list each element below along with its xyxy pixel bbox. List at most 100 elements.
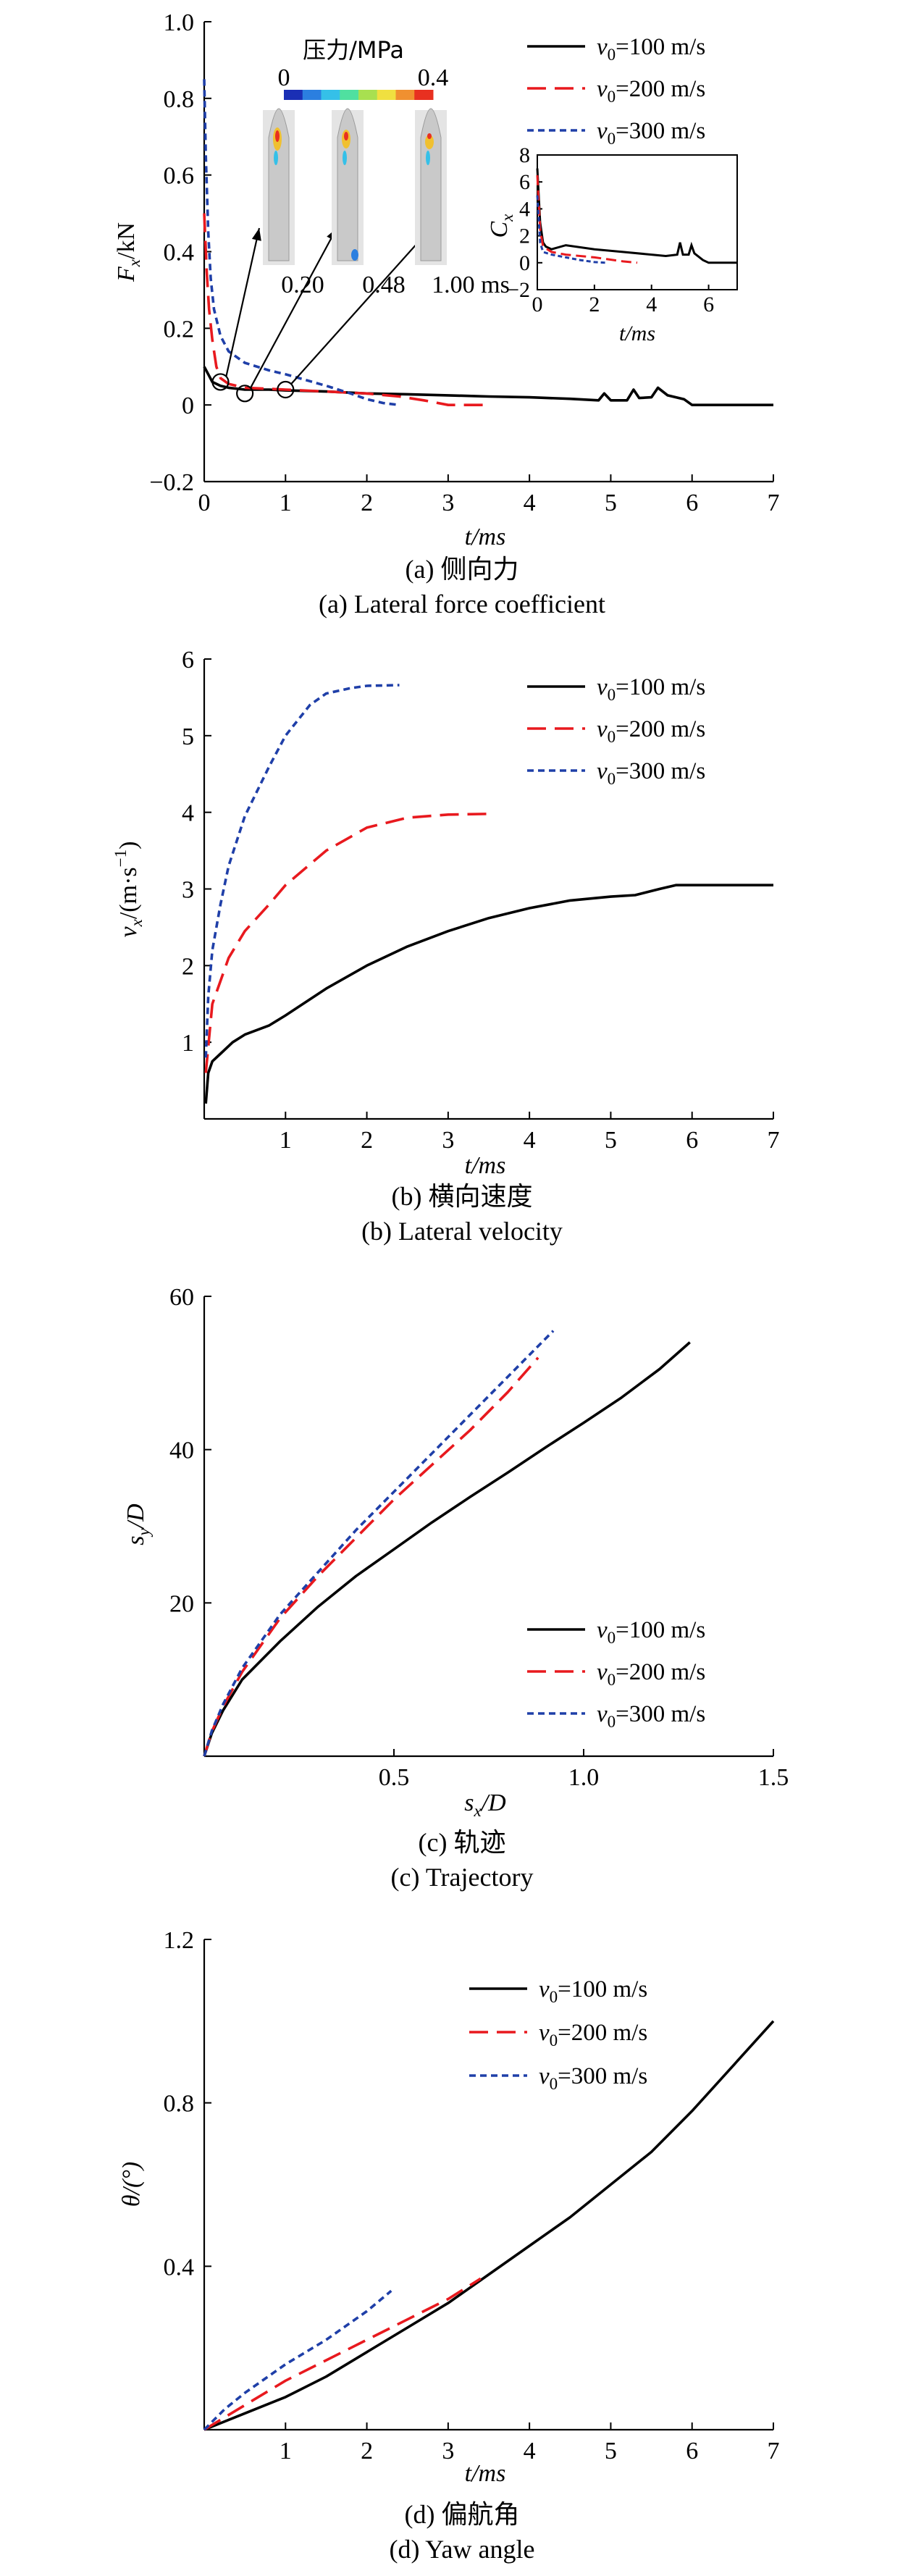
x-tick-label: 5 — [605, 1127, 617, 1154]
y-axis-title-part: /D — [122, 1503, 149, 1530]
y-axis-title-part: y — [135, 1527, 153, 1537]
y-tick-label: 0.8 — [164, 86, 195, 113]
panel-b: 1 2 3 4 5 6 7 1 2 3 4 5 6 t/ms vx/(m·s−1) v0=100 m/s v0=… — [0, 637, 924, 1275]
legend-var: v — [539, 1976, 550, 2002]
y-tick-label: −0.2 — [149, 469, 194, 496]
pressure-low — [426, 151, 430, 165]
series-group — [203, 1330, 691, 1757]
legend-var: v — [597, 674, 608, 700]
projectile-image-1 — [332, 108, 364, 265]
legend-rest: =200 m/s — [616, 1659, 705, 1685]
legend-rest: =300 m/s — [616, 758, 705, 784]
legend-rest: =200 m/s — [616, 716, 705, 742]
caption-d-en: (d) Yaw angle — [389, 2535, 535, 2564]
y-axis-title-part: F — [113, 266, 140, 282]
legend-sub: 0 — [550, 1988, 558, 2006]
legend-rest: =300 m/s — [616, 118, 705, 144]
series-line-0 — [203, 366, 773, 407]
legend-entry-0: v0=100 m/s — [597, 674, 705, 704]
callout-label-0: 0.20 — [281, 272, 324, 298]
caption-c-cn: (c) 轨迹 — [418, 1828, 506, 1857]
legend-entry-2: v0=300 m/s — [597, 118, 705, 148]
y-axis-title-part: x — [125, 259, 143, 267]
time-marker-2 — [277, 380, 295, 399]
x-tick-label: 1.5 — [758, 1764, 789, 1791]
legend-entry-1: v0=200 m/s — [597, 1659, 705, 1689]
series-group — [203, 79, 773, 407]
inset-y-tick-label: −2 — [507, 278, 530, 302]
inset-y-title: Cx — [486, 214, 516, 238]
inset-series-0 — [536, 168, 737, 264]
y-axis-title: sy/D — [122, 1503, 153, 1545]
colorbar-swatch-0 — [284, 90, 303, 100]
x-axis-title-part: /D — [480, 1790, 506, 1816]
panel-a: 0 1 2 3 4 5 6 7 −0.2 0 0.2 0.4 0.6 0.8 1.0 t/ms Fx/kN v0=… — [0, 0, 924, 637]
x-tick-label: 6 — [686, 2438, 698, 2464]
colorbar-min: 0 — [278, 64, 290, 91]
legend-rest: =100 m/s — [558, 1976, 647, 2002]
series-line-1 — [203, 1356, 539, 1757]
chart-d: 1 2 3 4 5 6 70.40.81.2t/msθ/(°)v0=100 m/sv0=20… — [118, 1927, 780, 2487]
x-axis-title: t/ms — [465, 1152, 506, 1179]
legend-var: v — [539, 2020, 550, 2046]
inset-y-tick-label: 6 — [519, 170, 530, 194]
x-tick-label: 2 — [361, 2438, 373, 2464]
colorbar-swatch-7 — [414, 90, 434, 100]
colorbar-swatch-5 — [377, 90, 396, 100]
series-line-0 — [204, 884, 773, 1104]
legend-var: v — [597, 1659, 608, 1685]
legend-sub: 0 — [608, 130, 616, 148]
legend-sub: 0 — [550, 2031, 558, 2050]
callout-arrow-0 — [225, 227, 261, 377]
legend-entry-1: v0=200 m/s — [597, 76, 705, 106]
colorbar-swatch-3 — [340, 90, 359, 100]
x-axis-title: t/ms — [465, 2460, 506, 2487]
y-tick-label: 0.6 — [164, 163, 195, 190]
y-tick-label: 40 — [169, 1438, 194, 1464]
y-axis-title: vx/(m·s−1) — [112, 842, 146, 938]
y-tick-label: 0.4 — [164, 2254, 195, 2281]
legend-sub: 0 — [608, 686, 616, 704]
legend-entry-1: v0=200 m/s — [597, 716, 705, 746]
x-tick-label: 1 — [280, 2438, 292, 2464]
y-axis-title-part: −1 — [112, 849, 130, 867]
colorbar-max: 0.4 — [418, 64, 449, 91]
y-tick-label: 2 — [182, 953, 194, 980]
pressure-peak — [427, 133, 432, 139]
series-group — [204, 684, 773, 1104]
x-axis-title: sx/D — [464, 1790, 506, 1820]
y-axis-title-part: x — [127, 918, 146, 927]
legend-sub: 0 — [608, 1629, 616, 1647]
legend-var: v — [597, 1701, 608, 1727]
legend-sub: 0 — [608, 88, 616, 106]
x-tick-label: 0.5 — [379, 1764, 410, 1791]
legend-rest: =200 m/s — [558, 2020, 647, 2046]
projectile-image-2 — [415, 108, 447, 265]
inset-series-2 — [536, 195, 606, 264]
inset-y-tick-label: 4 — [519, 197, 530, 221]
series-line-0 — [203, 2020, 775, 2431]
legend-sub: 0 — [608, 728, 616, 746]
panel-d: 1 2 3 4 5 6 7 0.4 0.8 1.2 t/ms θ/(°) v0=100 m/s v0=20… — [0, 1912, 924, 2576]
y-axis-title-part: /(m·s — [115, 867, 142, 919]
legend-var: v — [597, 1617, 608, 1643]
inset-y-title-part: C — [486, 221, 513, 238]
caption-b-cn: (b) 横向速度 — [391, 1182, 533, 1211]
caption-b-en: (b) Lateral velocity — [361, 1217, 563, 1246]
legend-var: v — [539, 2063, 550, 2089]
wake-spot — [351, 249, 358, 261]
inset-x-tick-label: 2 — [589, 293, 600, 316]
y-axis-title: Fx/kN — [113, 222, 143, 282]
legend-var: v — [597, 34, 608, 60]
y-tick-label: 60 — [169, 1284, 194, 1311]
series-line-2 — [203, 1330, 555, 1757]
inset-x-tick-label: 4 — [646, 293, 657, 316]
projectile-image-0 — [263, 108, 295, 265]
series-line-0 — [203, 1341, 691, 1757]
y-tick-label: 0.2 — [164, 316, 195, 343]
y-tick-label: 1.0 — [164, 9, 195, 36]
chart-a: 0 1 2 3 4 5 6 7−0.200.20.40.60.81.0t/msFx/kNv0=… — [113, 9, 780, 550]
y-tick-label: 20 — [169, 1590, 194, 1617]
caption-a-en: (a) Lateral force coefficient — [318, 590, 606, 618]
series-line-1 — [203, 213, 489, 407]
